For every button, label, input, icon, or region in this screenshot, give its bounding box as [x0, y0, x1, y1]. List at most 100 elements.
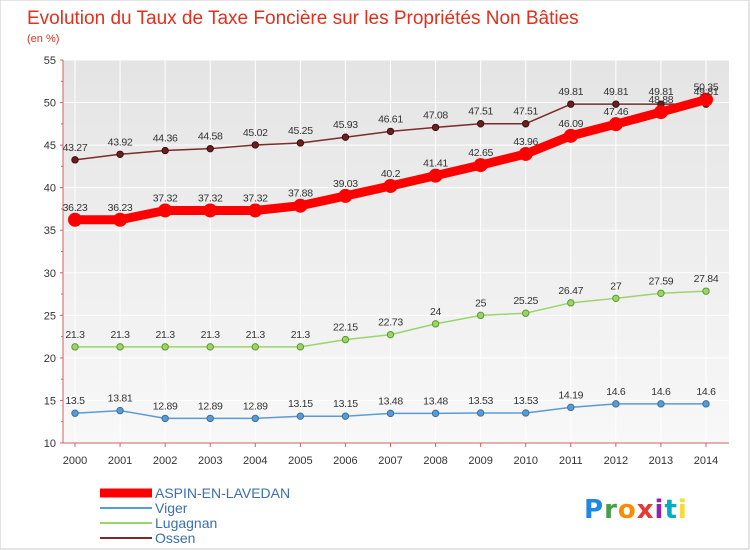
legend-item-ossen: Ossen: [100, 530, 195, 546]
data-point: [567, 299, 575, 307]
x-tick-label: 2003: [198, 455, 222, 467]
data-label: 25: [475, 297, 487, 309]
y-tick-label: 10: [44, 438, 56, 450]
data-label: 48.88: [649, 94, 674, 106]
data-label: 13.81: [108, 393, 133, 405]
data-point: [251, 141, 259, 149]
data-label: 49.81: [649, 86, 674, 98]
legend-item-viger: Viger: [100, 500, 188, 516]
x-tick-label: 2006: [333, 455, 357, 467]
data-label: 21.3: [156, 329, 176, 341]
axes: 10 15 20 25 30 35 40 45 50 55 2000 2001 2002 2003 2004…: [44, 55, 729, 467]
data-point: [71, 409, 79, 417]
data-label: 13.53: [513, 395, 538, 407]
y-axis-unit: (en %): [27, 33, 59, 45]
data-label: 43.27: [63, 142, 88, 154]
data-point: [341, 133, 350, 141]
data-point: [116, 150, 124, 159]
data-label: 37.32: [153, 192, 178, 204]
data-point: [476, 409, 485, 417]
data-label: 49.81: [603, 86, 628, 98]
data-point: [612, 294, 620, 303]
data-point: [116, 406, 124, 415]
y-tick-label: 40: [44, 183, 56, 195]
legend-label: Viger: [155, 500, 188, 516]
series-lugagnan: [71, 287, 710, 351]
data-point: [248, 203, 263, 218]
data-label: 13.15: [333, 398, 358, 410]
data-label: 27: [610, 280, 622, 292]
legend-label: Ossen: [155, 530, 195, 546]
data-label: 13.15: [288, 398, 313, 410]
y-tick-label: 55: [44, 55, 56, 67]
legend-item-lugagnan: Lugagnan: [100, 515, 217, 531]
data-label: 14.19: [558, 389, 583, 401]
data-label: 12.89: [198, 400, 223, 412]
y-tick-label: 20: [44, 353, 56, 365]
data-point: [428, 168, 443, 183]
data-label: 40.2: [381, 168, 401, 180]
data-label: 13.5: [65, 395, 85, 407]
series-aspin-en-lavedan: [68, 92, 713, 227]
data-point: [383, 178, 398, 193]
data-point: [431, 123, 440, 132]
data-label: 27.84: [694, 273, 719, 285]
data-point: [431, 320, 440, 328]
data-point: [431, 409, 440, 418]
y-tick-label: 50: [44, 98, 56, 110]
data-label: 13.48: [423, 395, 448, 407]
data-label: 21.3: [110, 329, 130, 341]
y-tick-label: 15: [44, 395, 56, 407]
legend-label: Lugagnan: [155, 515, 217, 531]
data-point: [699, 92, 713, 107]
data-point: [203, 203, 218, 218]
data-label: 36.23: [63, 202, 88, 214]
data-point: [251, 343, 259, 351]
data-point: [296, 412, 305, 420]
data-point: [386, 330, 395, 339]
data-label: 45.93: [333, 119, 358, 131]
x-tick-label: 2009: [468, 455, 492, 467]
data-point: [113, 212, 128, 227]
data-label: 39.03: [333, 178, 358, 190]
data-label: 44.36: [153, 133, 178, 145]
data-label: 50.35: [694, 82, 719, 94]
x-tick-label: 2011: [559, 455, 583, 467]
data-label: 37.32: [243, 192, 268, 204]
x-tick-label: 2013: [649, 455, 673, 467]
data-point: [251, 414, 259, 423]
data-label: 27.59: [649, 275, 674, 287]
data-point: [161, 414, 169, 423]
series-viger: [71, 400, 710, 423]
data-label: 37.32: [198, 192, 223, 204]
data-point: [338, 188, 353, 203]
data-point: [161, 146, 169, 155]
data-label: 37.88: [288, 188, 313, 200]
data-point: [293, 198, 308, 213]
data-label: 41.41: [423, 158, 448, 170]
x-tick-label: 2004: [243, 455, 267, 467]
data-label: 47.51: [468, 106, 493, 118]
data-label: 24: [430, 306, 442, 318]
data-point: [386, 127, 395, 136]
data-label: 21.3: [201, 329, 221, 341]
data-label: 46.09: [558, 118, 583, 130]
data-point: [653, 105, 668, 120]
data-labels: 36.23 36.23 37.32 37.32 37.32 37.88 39.03 40.2 4…: [63, 82, 720, 413]
svg-text:Proxiti: Proxiti: [584, 495, 688, 525]
x-tick-label: 2005: [288, 455, 312, 467]
data-point: [657, 289, 665, 297]
x-tick-label: 2008: [423, 455, 447, 467]
data-point: [206, 414, 214, 423]
data-label: 21.3: [246, 329, 266, 341]
data-point: [71, 343, 79, 351]
data-point: [71, 156, 79, 164]
data-point: [206, 144, 214, 153]
data-label: 45.25: [288, 125, 313, 137]
legend-label: ASPIN-EN-LAVEDAN: [155, 485, 290, 501]
data-point: [567, 403, 575, 412]
data-point: [563, 128, 578, 143]
series-layer: [68, 92, 713, 423]
data-label: 13.48: [378, 395, 403, 407]
